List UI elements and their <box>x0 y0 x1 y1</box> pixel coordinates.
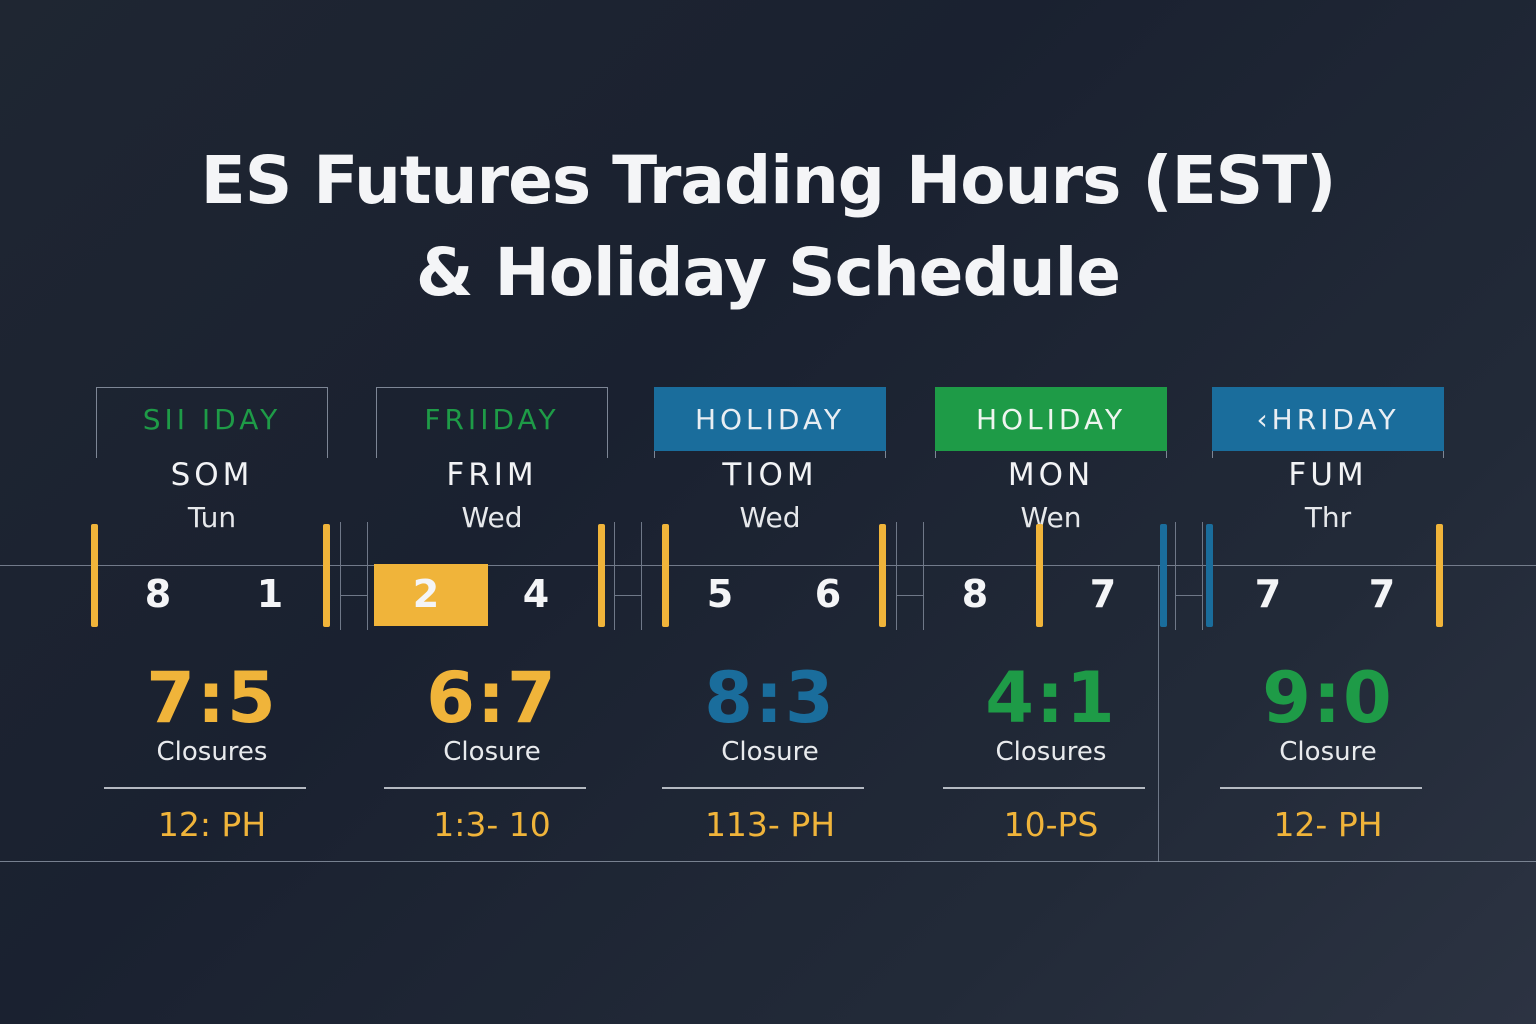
closure-label: Closure <box>1279 737 1377 767</box>
time-value: 113- PH <box>704 805 836 844</box>
card-connector <box>614 522 642 630</box>
schedule-card[interactable]: HOLIDAY MON Wen 8 7 4:1 Closures 10-PS <box>935 387 1167 862</box>
card-abbreviation: MON <box>1007 457 1095 493</box>
title-line-1: ES Futures Trading Hours (EST) <box>200 142 1337 219</box>
separator <box>104 787 306 789</box>
card-header: HOLIDAY <box>654 387 886 451</box>
time-value: 1:3- 10 <box>433 805 551 844</box>
card-day: Tun <box>187 501 237 534</box>
card-day: Wed <box>461 501 523 534</box>
separator <box>384 787 586 789</box>
date-number-left: 7 <box>1254 572 1282 616</box>
card-header-label: FRIIDAY <box>424 402 560 436</box>
separator <box>943 787 1145 789</box>
marker-bar <box>879 524 886 627</box>
card-day: Wed <box>739 501 801 534</box>
card-abbreviation: FRIM <box>446 457 538 493</box>
card-abbreviation: FUM <box>1288 457 1368 493</box>
marker-bar <box>91 524 98 627</box>
date-number-left: 8 <box>961 572 989 616</box>
marker-bar <box>598 524 605 627</box>
selected-date-highlight <box>374 564 488 626</box>
schedule-card[interactable]: HOLIDAY TIOM Wed 5 6 8:3 Closure 113- PH <box>654 387 886 862</box>
marker-bar <box>323 524 330 627</box>
date-number-right: 1 <box>256 572 284 616</box>
title-line-2: & Holiday Schedule <box>415 234 1121 311</box>
separator <box>662 787 864 789</box>
card-connector <box>340 522 368 630</box>
closure-label: Closures <box>156 737 268 767</box>
card-connector <box>1175 522 1203 630</box>
card-header: ‹HRIDAY <box>1212 387 1444 451</box>
card-header: SII IDAY <box>96 387 328 451</box>
card-connector <box>896 522 924 630</box>
marker-bar <box>662 524 669 627</box>
card-abbreviation: TIOM <box>722 457 818 493</box>
date-number-left: 8 <box>144 572 172 616</box>
time-value: 12: PH <box>157 805 267 844</box>
marker-bar <box>1160 524 1167 627</box>
time-value: 12- PH <box>1273 805 1383 844</box>
date-number-right: 4 <box>522 572 550 616</box>
separator <box>1220 787 1422 789</box>
card-header: HOLIDAY <box>935 387 1167 451</box>
closure-count: 8:3 <box>704 657 836 739</box>
card-header: FRIIDAY <box>376 387 608 451</box>
card-frame <box>376 387 608 458</box>
timeline-rail-bottom <box>0 861 1536 862</box>
schedule-card[interactable]: ‹HRIDAY FUM Thr 7 7 9:0 Closure 12- PH <box>1206 387 1444 862</box>
card-header-label: ‹HRIDAY <box>1256 402 1400 436</box>
marker-bar <box>1036 524 1043 627</box>
marker-bar <box>1206 524 1213 627</box>
marker-bar <box>1436 524 1443 627</box>
date-number-right: 6 <box>814 572 842 616</box>
card-day: Wen <box>1020 501 1082 534</box>
timeline-rail-top <box>0 565 1536 566</box>
card-header-label: HOLIDAY <box>694 402 846 436</box>
card-header-label: SII IDAY <box>142 402 282 436</box>
closure-label: Closure <box>721 737 819 767</box>
closure-count: 9:0 <box>1262 657 1394 739</box>
card-frame <box>96 387 328 458</box>
page-title: ES Futures Trading Hours (EST) & Holiday… <box>0 135 1536 319</box>
card-abbreviation: SOM <box>170 457 254 493</box>
date-number-right: 7 <box>1089 572 1117 616</box>
date-number-right: 7 <box>1368 572 1396 616</box>
divider-line <box>1158 565 1159 862</box>
schedule-card[interactable]: FRIIDAY FRIM Wed 2 4 6:7 Closure 1:3- 10 <box>374 387 608 862</box>
date-number-left[interactable]: 2 <box>412 572 440 616</box>
closure-label: Closures <box>995 737 1107 767</box>
closure-count: 4:1 <box>985 657 1117 739</box>
time-value: 10-PS <box>1003 805 1099 844</box>
closure-label: Closure <box>443 737 541 767</box>
schedule-card[interactable]: SII IDAY SOM Tun 8 1 7:5 Closures 12: PH <box>91 387 330 862</box>
date-number-left: 5 <box>706 572 734 616</box>
closure-count: 6:7 <box>426 657 558 739</box>
card-header-label: HOLIDAY <box>975 402 1127 436</box>
closure-count: 7:5 <box>146 657 278 739</box>
card-day: Thr <box>1304 501 1352 534</box>
